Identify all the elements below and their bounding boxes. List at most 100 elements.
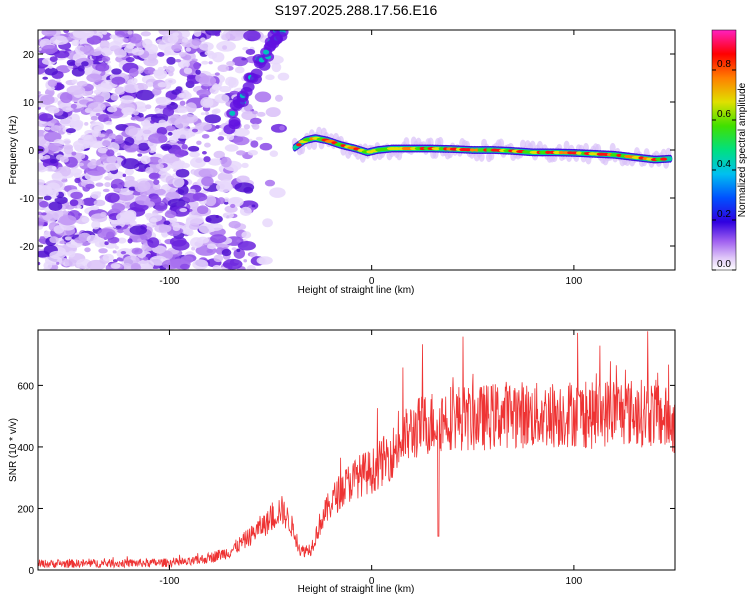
noise-blob: [38, 91, 41, 95]
noise-blob: [49, 236, 59, 244]
noise-blob: [207, 158, 223, 166]
noise-blob: [74, 177, 81, 184]
noise-blob: [71, 151, 77, 156]
noise-blob: [210, 234, 227, 244]
noise-blob: [191, 128, 198, 133]
noise-blob: [189, 157, 206, 168]
noise-blob: [49, 250, 66, 260]
noise-blob: [259, 142, 273, 151]
noise-blob: [71, 79, 78, 84]
noise-blob: [185, 47, 192, 52]
noise-blob: [165, 65, 175, 74]
noise-blob: [64, 102, 72, 107]
noise-blob: [38, 113, 54, 122]
noise-blob: [224, 144, 239, 152]
noise-blob: [164, 210, 177, 219]
noise-blob: [213, 150, 225, 159]
noise-blob: [101, 56, 111, 62]
noise-blob: [122, 173, 127, 178]
noise-blob: [115, 225, 122, 229]
y-tick-label: 400: [17, 443, 34, 454]
noise-blob: [94, 239, 99, 243]
noise-blob: [93, 199, 106, 207]
noise-blob: [200, 97, 214, 108]
noise-blob: [39, 200, 49, 208]
noise-blob: [38, 47, 42, 51]
ridge-halo: [478, 151, 485, 162]
noise-blob: [242, 46, 249, 51]
noise-blob: [108, 133, 117, 140]
noise-blob: [51, 173, 60, 179]
noise-blob: [149, 172, 160, 179]
noise-blob: [131, 262, 141, 270]
noise-blob: [90, 191, 101, 199]
noise-blob: [90, 115, 98, 121]
noise-blob: [40, 94, 55, 105]
noise-blob: [241, 57, 247, 61]
ridge-halo: [498, 138, 505, 149]
noise-blob: [256, 111, 266, 117]
noise-blob: [202, 150, 207, 155]
noise-blob: [163, 220, 171, 226]
noise-blob: [167, 131, 173, 136]
colorbar-ticks: 0.0 0.2 0.4 0.6 0.8: [712, 59, 736, 271]
noise-blob: [95, 63, 110, 72]
noise-blob: [251, 204, 256, 208]
noise-blob: [222, 258, 243, 270]
noise-blob: [195, 69, 201, 75]
noise-blob: [48, 201, 63, 211]
noise-blob: [247, 149, 258, 156]
ridge-core: [296, 143, 302, 147]
snr-ylabel: SNR (10 * v/v): [8, 418, 19, 482]
noise-blob: [56, 261, 60, 265]
noise-blob: [241, 231, 252, 239]
noise-blob: [120, 250, 127, 255]
noise-blob: [137, 259, 155, 270]
noise-blob: [161, 33, 179, 45]
noise-blob: [38, 221, 45, 226]
noise-blob: [129, 225, 147, 235]
noise-blob: [230, 203, 236, 209]
noise-blob: [172, 225, 181, 232]
noise-blob: [47, 142, 64, 152]
noise-blob: [152, 183, 161, 191]
noise-blob: [200, 112, 206, 116]
noise-blob: [179, 113, 199, 124]
noise-blob: [220, 156, 232, 168]
noise-blob: [62, 138, 71, 145]
noise-blob: [235, 150, 246, 156]
noise-blob: [44, 126, 51, 131]
noise-blob: [60, 156, 69, 163]
noise-blob: [76, 205, 82, 209]
noise-blob: [196, 140, 202, 145]
noise-blob: [125, 167, 134, 176]
noise-blob: [162, 153, 180, 164]
noise-blob: [104, 192, 120, 203]
noise-blob: [185, 102, 197, 113]
noise-blob: [174, 149, 186, 158]
noise-blob: [142, 129, 152, 135]
noise-blob: [72, 139, 90, 150]
noise-blob: [222, 212, 235, 219]
noise-blob: [42, 76, 49, 80]
y-tick-label: 600: [17, 381, 34, 392]
noise-blob: [38, 178, 46, 187]
snr-series-line: [38, 331, 675, 569]
noise-blob: [193, 62, 201, 70]
noise-blob: [243, 30, 261, 42]
noise-blob: [56, 78, 61, 82]
noise-blob: [71, 39, 80, 47]
noise-blob: [38, 154, 44, 160]
noise-blob: [125, 56, 135, 63]
x-tick-label: 0: [369, 576, 375, 587]
noise-blob: [241, 162, 249, 168]
noise-blob: [124, 137, 135, 146]
noise-blob: [86, 73, 103, 83]
noise-blob: [179, 51, 186, 57]
noise-blob: [135, 136, 143, 141]
snr-line-layer: [38, 331, 675, 569]
noise-blob: [43, 195, 52, 201]
noise-blob: [279, 125, 285, 131]
noise-blob: [44, 207, 51, 213]
colorbar-tick-label: 0.6: [717, 109, 731, 120]
